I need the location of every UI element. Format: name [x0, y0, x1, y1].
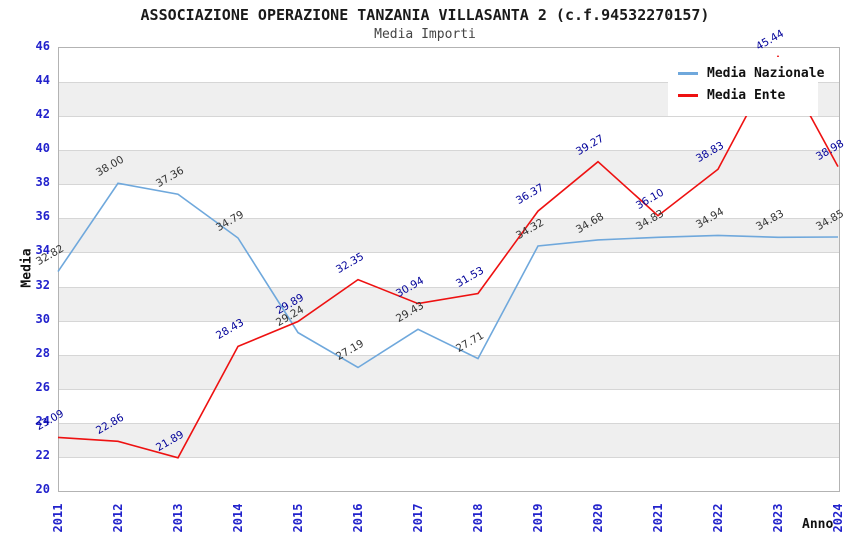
gridline — [59, 286, 839, 288]
gridline — [59, 150, 839, 152]
x-axis-title: Anno — [802, 517, 834, 532]
gridline — [59, 388, 839, 390]
y-tick-label: 34 — [35, 243, 50, 258]
grid-band — [59, 354, 839, 389]
legend-box: Media Nazionale Media Ente — [668, 57, 824, 116]
legend-item-media-nazionale: Media Nazionale — [678, 66, 824, 81]
y-tick-label: 40 — [35, 141, 50, 156]
y-tick-label: 26 — [35, 379, 50, 394]
grid-band — [59, 388, 839, 423]
grid-band — [59, 320, 839, 355]
gridline — [59, 320, 839, 322]
y-tick-label: 20 — [35, 482, 50, 496]
grid-band — [59, 286, 839, 321]
grid-band — [59, 456, 839, 491]
media-nazionale-line-swatch-icon — [678, 72, 698, 75]
gridline — [59, 422, 839, 424]
grid-band — [59, 252, 839, 287]
series-line-media-ente — [57, 54, 839, 459]
series-line-media-nazionale — [57, 182, 839, 369]
legend-label: Media Ente — [707, 88, 786, 103]
legend-label: Media Nazionale — [707, 66, 825, 81]
y-tick-label: 28 — [35, 345, 50, 360]
grid-band — [59, 150, 839, 185]
gridline — [59, 456, 839, 458]
chart-title: ASSOCIAZIONE OPERAZIONE TANZANIA VILLASA… — [140, 6, 710, 24]
y-tick-label: 42 — [35, 107, 50, 122]
grid-band — [59, 116, 839, 151]
y-tick-label: 36 — [35, 209, 50, 224]
y-tick-label: 44 — [35, 73, 50, 88]
gridline — [59, 252, 839, 254]
gridline — [59, 116, 839, 118]
gridline — [59, 184, 839, 186]
gridline — [59, 82, 839, 84]
gridline — [59, 354, 839, 356]
y-tick-label: 32 — [35, 277, 50, 292]
y-tick-label: 24 — [35, 413, 50, 428]
media-ente-line-swatch-icon — [678, 94, 698, 97]
plot-area — [58, 47, 840, 492]
y-tick-label: 38 — [35, 175, 50, 190]
y-tick-label: 30 — [35, 311, 50, 326]
y-tick-label: 46 — [35, 39, 50, 53]
chart-subtitle: Media Importi — [374, 27, 476, 42]
grid-band — [59, 422, 839, 457]
legend-item-media-ente: Media Ente — [678, 88, 814, 103]
gridline — [59, 218, 839, 220]
y-tick-label: 22 — [35, 447, 50, 462]
